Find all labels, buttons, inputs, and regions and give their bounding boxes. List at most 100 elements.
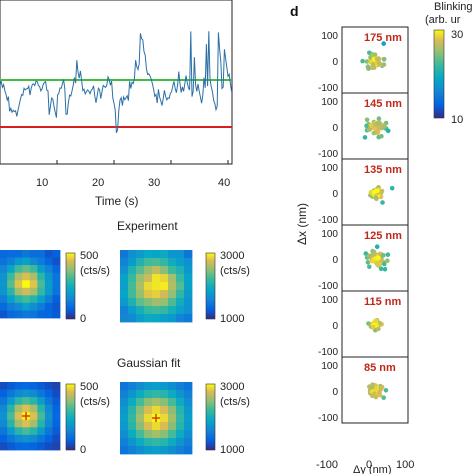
- heatmap-pixel: [44, 310, 53, 319]
- heatmap-pixel: [152, 282, 161, 291]
- experiment-title: Experiment: [117, 219, 178, 233]
- heatmap-pixel: [184, 250, 193, 259]
- heatmap-pixel: [14, 265, 23, 274]
- panel-d-xtick: 0: [366, 459, 372, 471]
- heatmap-pixel: [152, 266, 161, 275]
- heatmap-pixel: [7, 272, 16, 281]
- heatmap-pixel: [128, 446, 137, 455]
- localization-point: [366, 253, 372, 258]
- heatmap-pixel: [128, 266, 137, 275]
- heatmap-pixel: [152, 298, 161, 307]
- heatmap-pixel: [184, 266, 193, 275]
- subpanel-distance-label: 175 nm: [364, 32, 402, 44]
- heatmap-pixel: [160, 274, 169, 283]
- heatmap-pixel: [37, 287, 46, 296]
- heatmap-pixel: [29, 427, 38, 436]
- panel-d-ytick: 100: [321, 97, 338, 108]
- heatmap-pixel: [22, 280, 31, 289]
- heatmap-pixel: [120, 274, 129, 283]
- heatmap-pixel: [152, 306, 161, 315]
- heatmap-pixel: [160, 298, 169, 307]
- heatmap-pixel: [152, 398, 161, 407]
- heatmap-pixel: [160, 266, 169, 275]
- colorbar-min: 0: [80, 313, 86, 325]
- heatmap-pixel: [160, 290, 169, 299]
- heatmap-pixel: [29, 404, 38, 413]
- heatmap-pixel: [14, 404, 23, 413]
- heatmap-pixel: [14, 257, 23, 266]
- heatmap-pixel: [160, 250, 169, 259]
- panel-d-ytick: -100: [318, 149, 338, 160]
- localization-point: [381, 41, 387, 46]
- heatmap-pixel: [144, 414, 153, 423]
- heatmap-pixel: [168, 430, 177, 439]
- heatmap-pixel: [136, 274, 145, 283]
- localization-point: [373, 195, 379, 200]
- panel-d-ytick: 0: [332, 387, 338, 398]
- blinking-colorbar-max: 30: [451, 29, 463, 41]
- heatmap-pixel: [168, 298, 177, 307]
- heatmap-pixel: [22, 404, 31, 413]
- heatmap-pixel: [152, 422, 161, 431]
- localization-point: [368, 123, 374, 128]
- panel-d-x-axis-label: Δy (nm): [353, 464, 392, 474]
- colorbar-max: 3000: [220, 250, 244, 262]
- heatmap-pixel: [7, 427, 16, 436]
- localization-point: [381, 253, 386, 258]
- scatter-subpanel: 145 nm: [341, 92, 409, 160]
- localization-point: [371, 259, 376, 264]
- heatmap-pixel: [152, 390, 161, 399]
- heatmap-pixel: [44, 442, 53, 451]
- heatmap-pixel: [37, 272, 46, 281]
- heatmap-pixel: [29, 257, 38, 266]
- heatmap-pixel: [120, 282, 129, 291]
- heatmap-pixel: [37, 295, 46, 304]
- heatmap-pixel: [0, 250, 8, 258]
- heatmap-pixel: [44, 302, 53, 311]
- localization-point: [375, 262, 381, 267]
- heatmap-pixel: [0, 265, 8, 274]
- heatmap-pixel: [176, 250, 185, 259]
- colorbar-left-experiment: [65, 252, 76, 320]
- heatmap-pixel: [52, 257, 61, 266]
- panel-d-y-ticks: 100 0 -100 100 0 -100 100 0 -100 100 0 -100 100 0 -100…: [318, 31, 338, 424]
- heatmap-pixel: [37, 250, 46, 258]
- heatmap-pixel: [168, 390, 177, 399]
- heatmap-pixel: [14, 302, 23, 311]
- heatmap-pixel: [29, 272, 38, 281]
- blinking-colorbar-title: Blinking: [434, 1, 473, 13]
- heatmap-pixel: [168, 266, 177, 275]
- heatmap-pixel: [22, 265, 31, 274]
- heatmap-pixel: [184, 382, 193, 391]
- scatter-subpanel: 135 nm: [341, 158, 409, 226]
- heatmap-pixel: [0, 404, 8, 413]
- heatmap-pixel: [184, 446, 193, 455]
- heatmap-pixel: [128, 398, 137, 407]
- heatmap-pixel: [52, 272, 61, 281]
- heatmap-pixel: [144, 258, 153, 267]
- localization-point: [373, 318, 378, 324]
- heatmap-pixel: [176, 314, 185, 323]
- localization-point: [373, 386, 379, 392]
- heatmap-pixel: [29, 442, 38, 451]
- heatmap-pixel: [22, 397, 31, 406]
- heatmap-pixel: [37, 397, 46, 406]
- experiment-map-right: [120, 250, 193, 323]
- heatmap-pixel: [160, 422, 169, 431]
- heatmap-pixel: [52, 397, 61, 406]
- heatmap-pixel: [176, 282, 185, 291]
- heatmap-pixel: [168, 446, 177, 455]
- panel-d-ytick: 100: [321, 163, 338, 174]
- localization-point: [376, 116, 382, 121]
- heatmap-pixel: [136, 422, 145, 431]
- heatmap-pixel: [0, 382, 8, 390]
- localization-point: [379, 133, 384, 139]
- heatmap-pixel: [14, 280, 23, 289]
- heatmap-pixel: [7, 397, 16, 406]
- heatmap-pixel: [120, 382, 129, 391]
- heatmap-pixel: [136, 282, 145, 291]
- heatmap-pixel: [44, 404, 53, 413]
- heatmap-pixel: [7, 287, 16, 296]
- panel-d-ytick: -100: [318, 281, 338, 292]
- heatmap-pixel: [136, 390, 145, 399]
